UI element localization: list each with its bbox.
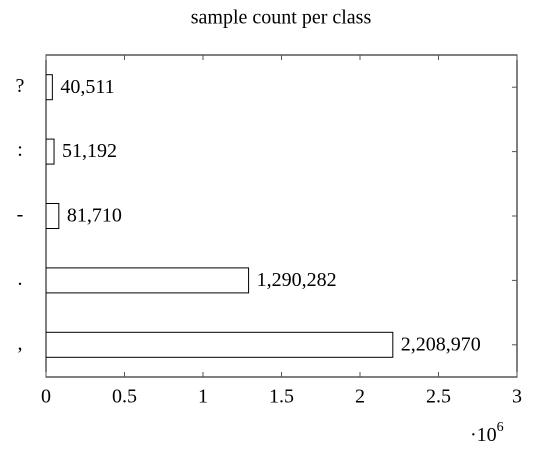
y-tick-label: , [18, 332, 23, 354]
chart-title: sample count per class [191, 7, 372, 29]
bar [45, 203, 60, 229]
value-label: 51,192 [62, 140, 117, 162]
bar [45, 138, 55, 165]
x-tick-label: 0 [41, 386, 51, 408]
bar [45, 74, 53, 101]
value-label: 2,208,970 [401, 333, 481, 355]
x-tick-label: 0.5 [112, 386, 137, 408]
y-tick-label: - [17, 204, 24, 226]
y-tick-label: ? [16, 75, 25, 97]
x-tick-label: 1 [198, 386, 208, 408]
x-tick-label: 2 [355, 386, 365, 408]
x-tick-label: 3 [512, 386, 522, 408]
y-tick-label: . [18, 268, 23, 290]
y-tick-label: : [17, 139, 23, 161]
bar [45, 331, 394, 358]
x-multiplier-exponent: 6 [497, 420, 504, 435]
bar [45, 267, 250, 294]
x-multiplier: ·106 [470, 420, 504, 445]
x-tick-label: 1.5 [269, 386, 294, 408]
x-tick-label: 2.5 [426, 386, 451, 408]
value-label: 1,290,282 [257, 269, 337, 291]
x-multiplier-base: ·10 [470, 424, 497, 446]
value-label: 40,511 [60, 76, 114, 98]
value-label: 81,710 [67, 205, 122, 227]
